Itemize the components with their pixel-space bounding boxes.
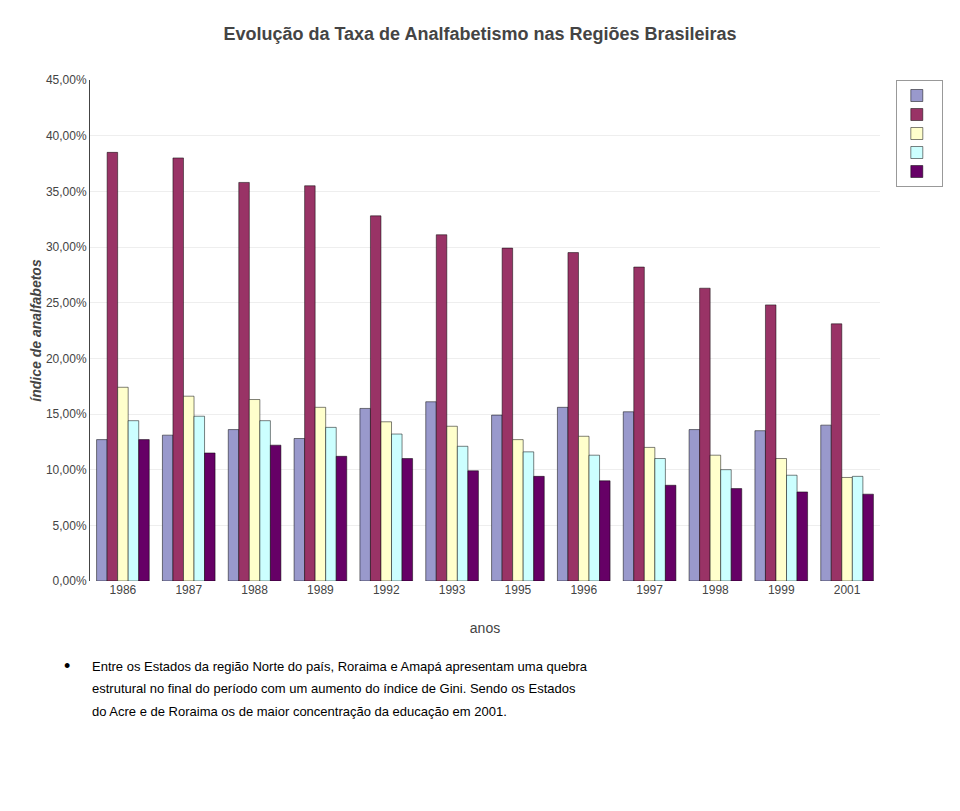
svg-text:do Acre e de Roraima os de mai: do Acre e de Roraima os de maior concent… xyxy=(92,704,507,719)
svg-text:anos: anos xyxy=(470,620,500,636)
svg-text:estrutural no final do período: estrutural no final do período com um au… xyxy=(92,681,576,696)
svg-text:Evolução da Taxa de Analfabeti: Evolução da Taxa de Analfabetismo nas Re… xyxy=(223,24,736,44)
svg-text:1987: 1987 xyxy=(175,583,202,597)
svg-text:35,00%: 35,00% xyxy=(46,185,87,199)
svg-text:40,00%: 40,00% xyxy=(46,129,87,143)
svg-text:1998: 1998 xyxy=(702,583,729,597)
svg-text:2001: 2001 xyxy=(834,583,861,597)
svg-text:1992: 1992 xyxy=(373,583,400,597)
svg-text:1988: 1988 xyxy=(241,583,268,597)
svg-text:1993: 1993 xyxy=(439,583,466,597)
svg-text:1986: 1986 xyxy=(110,583,137,597)
svg-text:•: • xyxy=(64,656,70,676)
svg-text:Entre os Estados da região Nor: Entre os Estados da região Norte do país… xyxy=(92,659,588,674)
svg-text:20,00%: 20,00% xyxy=(46,352,87,366)
svg-text:5,00%: 5,00% xyxy=(53,519,87,533)
svg-text:1997: 1997 xyxy=(636,583,663,597)
svg-text:índice de analfabetos: índice de analfabetos xyxy=(28,259,44,402)
svg-text:45,00%: 45,00% xyxy=(46,73,87,87)
svg-text:1996: 1996 xyxy=(570,583,597,597)
svg-text:1995: 1995 xyxy=(505,583,532,597)
svg-text:10,00%: 10,00% xyxy=(46,463,87,477)
svg-text:1989: 1989 xyxy=(307,583,334,597)
svg-text:15,00%: 15,00% xyxy=(46,407,87,421)
svg-text:0,00%: 0,00% xyxy=(53,574,87,588)
svg-text:30,00%: 30,00% xyxy=(46,240,87,254)
svg-text:1999: 1999 xyxy=(768,583,795,597)
svg-text:25,00%: 25,00% xyxy=(46,296,87,310)
